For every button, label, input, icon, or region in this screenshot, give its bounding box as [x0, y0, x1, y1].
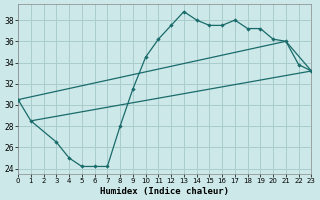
X-axis label: Humidex (Indice chaleur): Humidex (Indice chaleur) [100, 187, 229, 196]
